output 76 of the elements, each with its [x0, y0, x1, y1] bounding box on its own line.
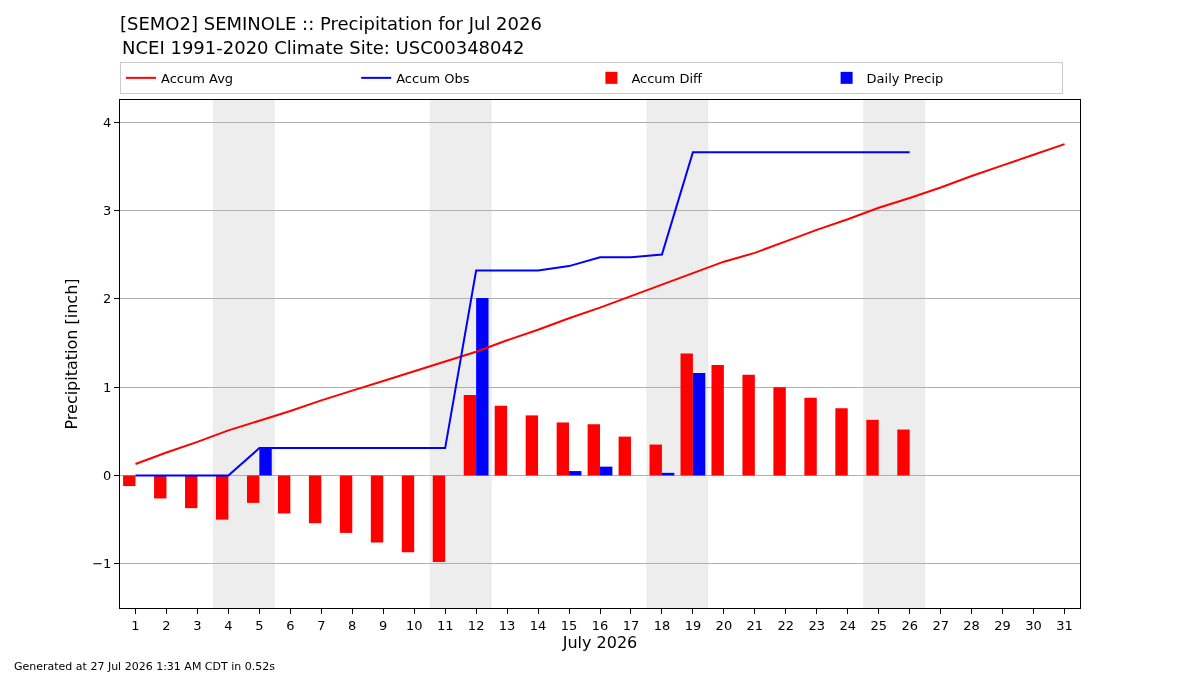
x-tick-label: 19 — [684, 617, 702, 633]
bar — [308, 475, 322, 524]
x-tick-label: 22 — [777, 617, 795, 633]
y-tick-label: 2 — [103, 291, 112, 307]
bar — [742, 374, 755, 476]
x-tick-label: 3 — [193, 617, 202, 633]
x-tick-label: 15 — [560, 617, 578, 633]
x-tick-label: 31 — [1056, 617, 1073, 633]
line-series — [134, 151, 911, 477]
bar — [339, 475, 353, 533]
bar — [401, 475, 415, 553]
legend-label: Accum Obs — [396, 70, 470, 86]
bar — [463, 395, 477, 476]
bar — [897, 429, 910, 476]
x-tick-label: 6 — [286, 617, 295, 633]
x-tick-label: 30 — [1025, 617, 1042, 633]
bar — [525, 415, 539, 476]
bar — [711, 365, 724, 476]
x-tick-label: 1 — [131, 617, 140, 633]
y-tick-label: 4 — [103, 114, 112, 130]
bar — [587, 424, 600, 476]
x-tick-label: 12 — [467, 617, 485, 633]
chart-title: [SEMO2] SEMINOLE :: Precipitation for Jul 2026 — [120, 13, 542, 35]
y-tick-label: 3 — [103, 202, 112, 218]
bar — [866, 419, 879, 476]
x-tick-label: 7 — [317, 617, 326, 633]
y-axis-title: Precipitation [inch] — [62, 278, 82, 430]
bar — [432, 475, 446, 563]
bar — [649, 444, 662, 476]
bar — [680, 353, 693, 476]
x-tick-label: 24 — [839, 617, 857, 633]
x-tick-label: 26 — [901, 617, 918, 633]
y-tick-label: 1 — [103, 379, 112, 395]
x-tick-label: 16 — [591, 617, 609, 633]
x-tick-label: 25 — [870, 617, 887, 633]
x-tick-label: 14 — [529, 617, 547, 633]
x-tick-label: 23 — [808, 617, 826, 633]
x-tick-label: 4 — [224, 617, 233, 633]
x-tick-label: 10 — [405, 617, 423, 633]
x-tick-label: 2 — [162, 617, 171, 633]
line-series — [134, 143, 1066, 465]
bar — [804, 397, 817, 476]
bar — [494, 405, 508, 476]
bar — [123, 475, 136, 487]
x-tick-label: 20 — [715, 617, 733, 633]
x-tick-label: 18 — [653, 617, 671, 633]
y-tick-label: −1 — [92, 556, 112, 572]
bar — [835, 408, 848, 476]
x-tick-label: 28 — [963, 617, 980, 633]
x-tick-label: 17 — [622, 617, 640, 633]
bar — [216, 475, 229, 520]
legend-label: Accum Avg — [161, 70, 234, 86]
x-tick-label: 8 — [348, 617, 357, 633]
bar — [476, 297, 489, 476]
bar — [370, 475, 384, 543]
x-tick-label: 29 — [994, 617, 1011, 633]
x-tick-label: 5 — [255, 617, 264, 633]
bar — [773, 387, 786, 476]
bar — [154, 475, 167, 499]
x-tick-label: 9 — [379, 617, 388, 633]
bar — [618, 436, 631, 476]
x-tick-label: 13 — [498, 617, 516, 633]
legend-label: Accum Diff — [631, 70, 704, 86]
x-tick-label: 27 — [932, 617, 949, 633]
bar — [277, 475, 291, 514]
bar — [185, 475, 198, 509]
bar — [556, 422, 570, 476]
chart-subtitle: NCEI 1991-2020 Climate Site: USC00348042 — [122, 37, 525, 58]
x-axis-title: July 2026 — [561, 632, 638, 652]
x-tick-label: 11 — [436, 617, 454, 633]
bar — [692, 372, 706, 476]
y-tick-label: 0 — [103, 468, 112, 484]
bar — [246, 475, 260, 503]
text: Generated at 27 Jul 2026 1:31 AM CDT in 0.52s — [14, 660, 276, 673]
legend-label: Daily Precip — [866, 70, 944, 86]
x-tick-label: 21 — [746, 617, 764, 633]
